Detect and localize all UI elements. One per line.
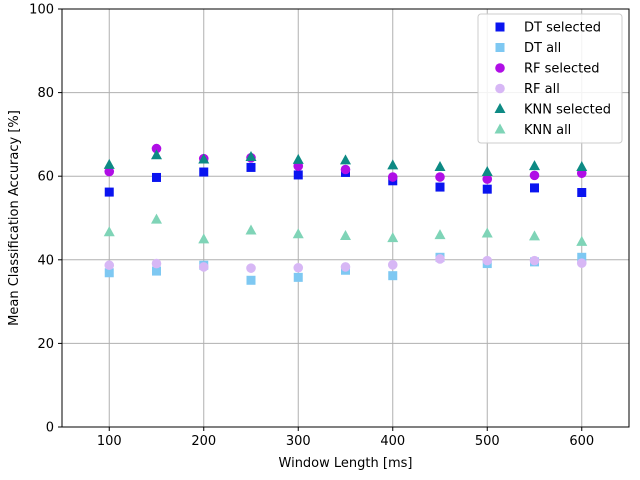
data-point-dt-selected (152, 172, 161, 182)
x-tick-label: 500 (475, 434, 500, 449)
data-point-dt-all (152, 266, 161, 276)
data-point-dt-selected (435, 182, 445, 192)
data-point-rf-all (529, 255, 540, 266)
data-point-rf-all (151, 258, 162, 269)
legend-marker (495, 22, 505, 32)
x-tick-label: 600 (569, 434, 594, 449)
data-point-rf-selected (482, 174, 493, 184)
data-point-knn-selected (576, 161, 588, 172)
legend-label: DT all (524, 41, 561, 56)
y-tick-label: 40 (37, 253, 54, 268)
data-point-knn-selected (151, 149, 162, 160)
data-point-rf-selected (529, 170, 540, 181)
data-point-dt-selected (530, 183, 539, 193)
data-point-dt-selected (199, 167, 209, 177)
data-point-knn-all (481, 227, 493, 238)
y-tick-label: 20 (37, 337, 54, 352)
x-tick-label: 200 (191, 434, 216, 449)
data-point-knn-all (245, 224, 257, 235)
data-point-rf-all (293, 262, 304, 273)
data-point-knn-selected (103, 158, 115, 169)
data-point-dt-all (388, 271, 398, 281)
data-point-rf-all (576, 258, 587, 268)
data-point-knn-all (103, 226, 115, 237)
data-point-rf-all (340, 262, 351, 272)
data-point-knn-selected (481, 166, 493, 177)
data-point-rf-all (387, 260, 398, 270)
data-point-knn-all (340, 229, 351, 240)
data-point-dt-all (577, 252, 587, 262)
data-point-knn-all (529, 230, 540, 241)
axis-ticks: 100 200 300 400 500 600 0 20 40 60 80 100 (29, 3, 594, 450)
data-point-rf-selected (340, 164, 351, 175)
data-point-dt-selected (577, 188, 587, 198)
data-point-dt-selected (293, 170, 303, 180)
legend-entry: KNN selected (494, 103, 611, 118)
data-point-rf-all (104, 260, 115, 271)
series-rf-all (104, 254, 587, 273)
legend-entry: DT all (495, 41, 561, 56)
legend-marker (494, 123, 506, 134)
data-point-rf-all (482, 255, 493, 266)
data-point-knn-all (434, 229, 446, 240)
legend-label: KNN all (524, 123, 571, 138)
data-point-dt-selected (482, 184, 492, 194)
data-point-dt-selected (104, 187, 114, 197)
data-point-knn-selected (387, 159, 399, 170)
data-point-knn-selected (434, 161, 446, 172)
data-point-knn-all (198, 233, 210, 244)
legend-marker (494, 103, 506, 113)
data-point-rf-selected (387, 172, 398, 182)
data-point-rf-selected (104, 166, 115, 177)
legend-label: RF selected (524, 62, 600, 77)
y-axis-title: Mean Classification Accuracy [%] (7, 110, 22, 326)
legend-label: KNN selected (524, 103, 611, 118)
legend-label: RF all (524, 82, 560, 97)
y-tick-label: 100 (29, 3, 54, 18)
y-tick-label: 0 (46, 421, 54, 436)
x-tick-label: 400 (380, 434, 405, 449)
data-point-knn-all (387, 232, 399, 243)
data-point-knn-all (576, 235, 588, 246)
data-point-knn-selected (529, 160, 540, 171)
data-point-rf-all (435, 254, 445, 264)
series-knn-all (103, 213, 588, 246)
data-point-rf-selected (435, 172, 445, 182)
legend-label: DT selected (524, 21, 601, 36)
y-tick-label: 80 (37, 86, 54, 101)
data-point-knn-selected (245, 150, 257, 161)
data-point-rf-selected (151, 143, 162, 154)
x-axis-title: Window Length [ms] (279, 456, 413, 471)
data-point-knn-selected (292, 153, 304, 164)
data-points (103, 143, 588, 285)
data-point-rf-all (198, 262, 209, 272)
y-tick-label: 60 (37, 170, 54, 185)
x-tick-label: 300 (286, 434, 311, 449)
plot-frame (61, 8, 630, 428)
legend-marker (495, 43, 505, 52)
data-point-knn-all (292, 228, 304, 239)
data-point-rf-all (246, 263, 256, 273)
data-point-dt-all (246, 275, 256, 285)
data-point-dt-selected (246, 162, 256, 172)
legend: DT selected DT all RF selected RF all KNN se… (477, 13, 623, 144)
data-point-knn-selected (340, 154, 351, 165)
series-knn-selected (103, 149, 588, 177)
legend-entry: KNN all (494, 123, 571, 138)
data-point-knn-selected (198, 153, 210, 164)
data-point-dt-all (293, 272, 303, 282)
data-point-dt-all (104, 268, 114, 278)
legend-entry: RF selected (495, 62, 600, 77)
legend-marker (495, 83, 505, 94)
legend-marker (495, 63, 505, 73)
data-point-knn-all (151, 213, 162, 224)
x-tick-label: 100 (97, 434, 122, 449)
legend-entry: DT selected (495, 21, 601, 36)
legend-box (477, 13, 623, 144)
legend-entry: RF all (495, 82, 560, 97)
